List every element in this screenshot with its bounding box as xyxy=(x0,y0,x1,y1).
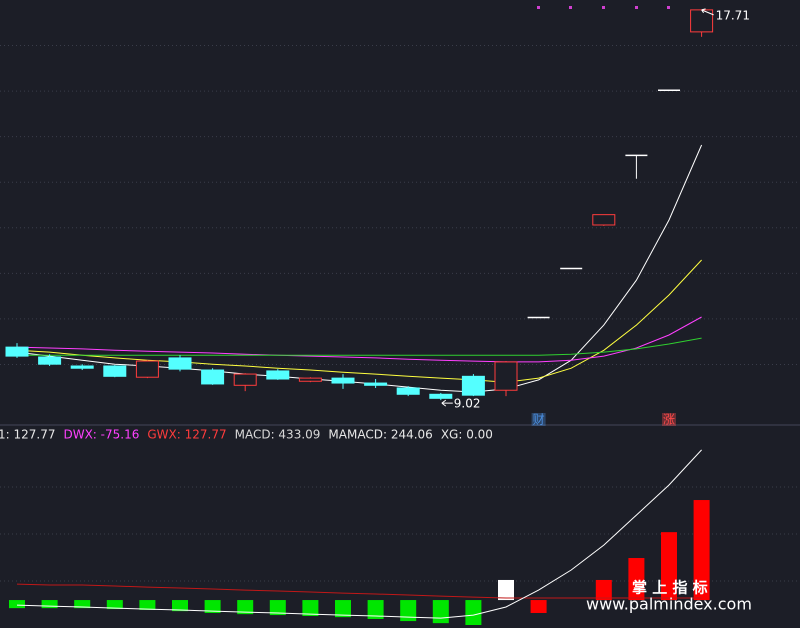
indicator-legend: DWX: -75.16 xyxy=(63,428,139,442)
macd-bar xyxy=(9,600,25,609)
candle-body xyxy=(461,375,485,396)
signal-box xyxy=(662,413,676,426)
macd-bar xyxy=(237,600,254,615)
high-label: 17.71 xyxy=(716,8,750,22)
macd-bar xyxy=(335,600,351,618)
indicator-legend: 1: 127.77 xyxy=(0,428,55,442)
candle-body xyxy=(298,377,322,382)
candle-body xyxy=(201,369,225,385)
arrow xyxy=(441,399,453,407)
indicator-line xyxy=(16,316,702,363)
price-panel: 17.71 9.02 财 涨 xyxy=(0,8,800,427)
candle-body xyxy=(364,382,388,386)
candle-body xyxy=(331,377,355,384)
dot xyxy=(635,6,638,9)
macd-bar xyxy=(595,579,612,601)
dot xyxy=(667,6,670,9)
macd-bar xyxy=(139,600,156,610)
signal-box xyxy=(531,413,546,426)
indicator-legend: GWX: 127.77 xyxy=(147,428,226,442)
macd-panel xyxy=(0,449,800,625)
macd-bar xyxy=(41,600,58,609)
macd-bar xyxy=(465,600,482,625)
macd-bar xyxy=(432,600,449,624)
candle-body xyxy=(592,214,616,226)
indicator-legend: XG: 0.00 xyxy=(441,428,493,442)
macd-bar xyxy=(302,600,319,616)
indicator-line xyxy=(16,449,702,619)
candle-body xyxy=(429,393,453,399)
indicator-line xyxy=(16,144,703,393)
dot xyxy=(537,6,540,9)
dot xyxy=(602,6,605,9)
macd-bar xyxy=(367,600,384,619)
candle-body xyxy=(494,361,518,391)
indicator-legend: MACD: 433.09 xyxy=(235,428,321,442)
indicator-line xyxy=(16,583,702,599)
top-dots xyxy=(537,6,670,9)
indicator-legend: MAMACD: 244.06 xyxy=(328,428,432,442)
macd-bar xyxy=(204,600,221,613)
candle-body xyxy=(168,357,192,370)
candle-body xyxy=(103,365,127,377)
macd-bar xyxy=(530,600,547,613)
macd-bar xyxy=(693,500,710,601)
low-label: 9.02 xyxy=(454,397,481,411)
macd-bar xyxy=(498,579,514,601)
candle-body xyxy=(233,373,257,386)
macd-bar xyxy=(661,532,677,601)
indicator-line xyxy=(16,259,702,383)
watermark-title: 掌 上 指 标 xyxy=(632,579,708,597)
macd-bar xyxy=(106,600,123,610)
dot xyxy=(569,6,572,9)
candle-body xyxy=(266,370,290,380)
candle-body xyxy=(135,360,159,378)
macd-bar xyxy=(628,558,645,601)
macd-bar xyxy=(74,600,91,609)
candle-body xyxy=(70,365,94,369)
macd-bar xyxy=(269,600,286,616)
signal: 涨 xyxy=(663,412,675,427)
watermark-url: www.palmindex.com xyxy=(586,595,752,614)
candle-body xyxy=(396,387,420,395)
arrow xyxy=(701,8,714,16)
candle-body xyxy=(5,346,29,357)
indicator-line xyxy=(17,337,702,356)
signal: 财 xyxy=(533,413,545,427)
macd-bar xyxy=(172,600,188,612)
candle-body xyxy=(38,356,62,365)
macd-bar xyxy=(400,600,417,622)
